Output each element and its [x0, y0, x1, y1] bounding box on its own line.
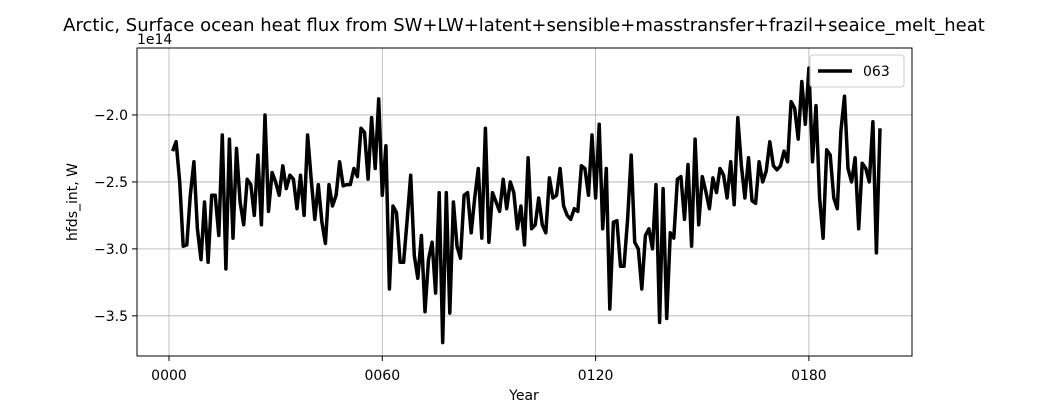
x-tick-label: 0000 [151, 368, 187, 384]
x-tick-label: 0120 [578, 368, 614, 384]
chart-title: Arctic, Surface ocean heat flux from SW+… [63, 15, 985, 36]
y-tick-label: −3.0 [94, 242, 128, 258]
y-tick-label: −2.0 [94, 108, 128, 124]
y-offset-label: 1e14 [137, 32, 172, 48]
legend-label-063: 063 [863, 64, 890, 80]
y-tick-label: −3.5 [94, 309, 128, 325]
x-axis-label: Year [508, 388, 539, 404]
y-axis-label: hfds_int, W [65, 163, 81, 241]
x-tick-label: 0060 [364, 368, 400, 384]
y-tick-label: −2.5 [94, 175, 128, 191]
legend: 063 [810, 55, 904, 87]
x-tick-label: 0180 [791, 368, 827, 384]
